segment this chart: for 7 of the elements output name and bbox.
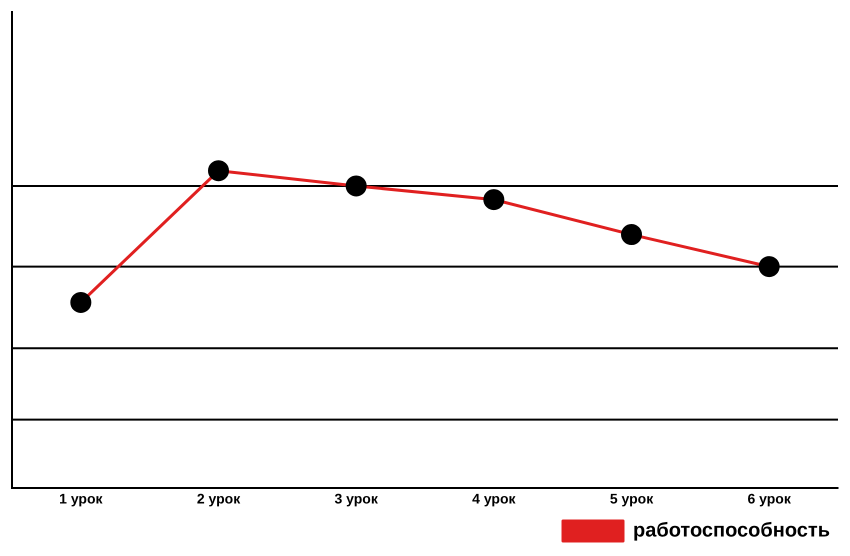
x-tick-label: 6 урок (747, 490, 792, 506)
x-tick-label: 1 урок (59, 490, 104, 506)
x-tick-label: 2 урок (196, 490, 242, 506)
legend-label: работоспособность (633, 520, 830, 542)
x-tick-label: 5 урок (610, 490, 654, 506)
x-tick-label: 4 урок (472, 490, 517, 506)
x-tick-label: 3 урок (334, 490, 379, 506)
